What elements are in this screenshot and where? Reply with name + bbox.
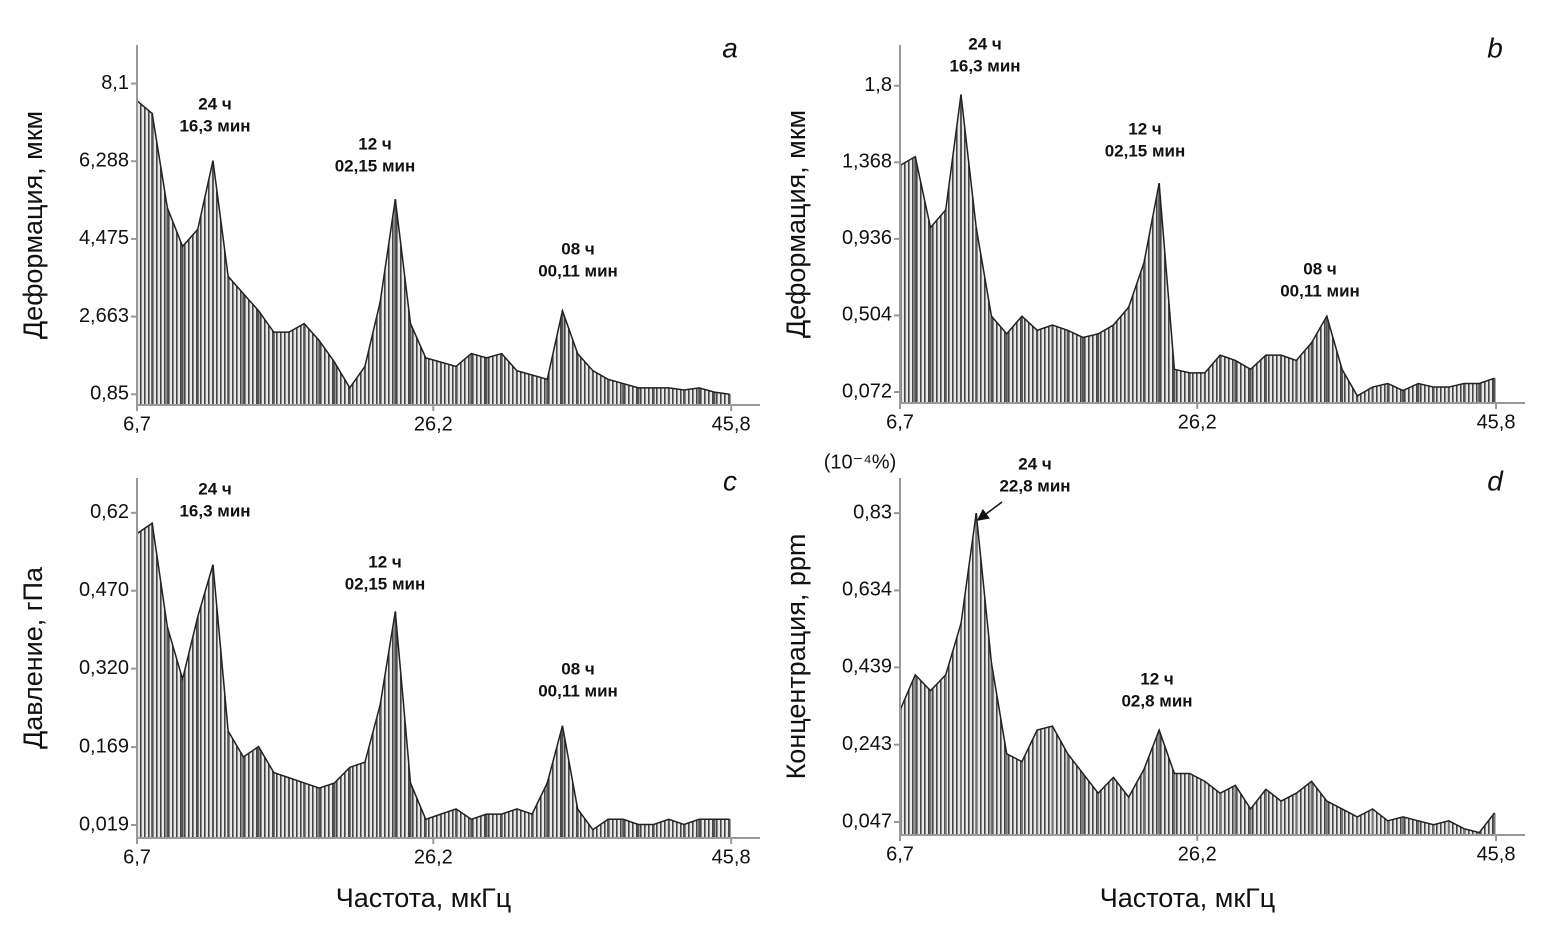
y-tick-label: 1,368 xyxy=(842,151,892,173)
x-axis-label: Частота, мкГц xyxy=(1100,883,1276,913)
annotation: 16,3 мин xyxy=(179,116,250,135)
annotation: 00,11 мин xyxy=(1280,281,1360,300)
x-tick-label: 26,2 xyxy=(414,846,453,868)
annotation: 12 ч xyxy=(1140,669,1174,688)
y-axis-label: Деформация, мкм xyxy=(18,111,48,339)
y-axis-label: Концентрация, ppm xyxy=(781,534,811,780)
x-tick-label: 6,7 xyxy=(123,846,151,868)
x-tick-label: 45,8 xyxy=(1477,843,1516,865)
annotation: 02,15 мин xyxy=(335,156,416,175)
annotation: 02,15 мин xyxy=(1105,141,1186,160)
y-tick-label: 0,243 xyxy=(842,733,892,755)
annotation: 24 ч xyxy=(198,94,232,113)
y-tick-label: 0,439 xyxy=(842,656,892,678)
y-tick-label: 0,936 xyxy=(842,227,892,249)
annotation: 12 ч xyxy=(1128,119,1162,138)
annotation: 00,11 мин xyxy=(538,681,618,700)
y-tick-label: 0,62 xyxy=(90,501,129,523)
annotation: 02,15 мин xyxy=(345,574,426,593)
annotation: 02,8 мин xyxy=(1121,691,1192,710)
y-axis-label: Давление, гПа xyxy=(18,566,48,749)
y-tick-label: 0,504 xyxy=(842,304,892,326)
y-tick-label: 2,663 xyxy=(79,305,129,327)
area-fill xyxy=(900,513,1495,835)
x-tick-label: 45,8 xyxy=(712,846,751,868)
area-fill xyxy=(137,100,730,405)
annotation: 24 ч xyxy=(198,479,232,498)
spectrum-outline xyxy=(899,94,1495,397)
annotation: 08 ч xyxy=(561,659,595,678)
panel-label: d xyxy=(1487,465,1504,496)
annotation: 16,3 мин xyxy=(949,56,1020,75)
annotation: 12 ч xyxy=(358,134,392,153)
panel-label: b xyxy=(1487,32,1503,63)
y-tick-label: 0,047 xyxy=(842,810,892,832)
annotation: 08 ч xyxy=(1303,259,1337,278)
area-fill xyxy=(900,94,1495,403)
y-tick-label: 0,169 xyxy=(79,735,129,757)
annotation: 24 ч xyxy=(968,34,1002,53)
y-tick-label: 0,83 xyxy=(853,501,892,523)
x-tick-label: 26,2 xyxy=(1178,411,1217,433)
annotation: 00,11 мин xyxy=(538,261,618,280)
annotation: 16,3 мин xyxy=(179,501,250,520)
spectrum-outline xyxy=(899,513,1496,834)
x-axis-label: Частота, мкГц xyxy=(336,883,512,913)
y-tick-label: 0,320 xyxy=(79,657,129,679)
area-fill xyxy=(137,523,730,838)
x-tick-label: 26,2 xyxy=(1178,843,1217,865)
y-tick-label: 8,1 xyxy=(101,72,129,94)
x-tick-label: 6,7 xyxy=(886,411,914,433)
y-tick-label: 0,019 xyxy=(79,813,129,835)
y-tick-label: 4,475 xyxy=(79,227,129,249)
y-axis-label: Деформация, мкм xyxy=(781,110,811,338)
y-tick-label: 1,8 xyxy=(864,74,892,96)
y-tick-label: 0,634 xyxy=(842,579,892,601)
annotation: 12 ч xyxy=(368,552,402,571)
spectrum-outline xyxy=(136,521,730,831)
x-tick-label: 45,8 xyxy=(712,413,751,435)
annotation: 08 ч xyxy=(561,239,595,258)
annotation: 22,8 мин xyxy=(999,476,1070,495)
x-tick-label: 6,7 xyxy=(123,413,151,435)
panel-label: a xyxy=(722,32,738,63)
y-tick-label: 0,072 xyxy=(842,380,892,402)
y-tick-label: 6,288 xyxy=(79,150,129,172)
annotation: 24 ч xyxy=(1018,454,1052,473)
panel-label: c xyxy=(723,465,737,496)
arrow xyxy=(976,501,1003,521)
spectrum-outline xyxy=(136,100,730,396)
x-tick-label: 6,7 xyxy=(886,843,914,865)
x-tick-label: 26,2 xyxy=(414,413,453,435)
y-tick-label: 0,85 xyxy=(90,383,129,405)
x-tick-label: 45,8 xyxy=(1477,411,1516,433)
unit-note: (10⁻⁴%) xyxy=(824,451,897,473)
y-tick-label: 0,470 xyxy=(79,579,129,601)
